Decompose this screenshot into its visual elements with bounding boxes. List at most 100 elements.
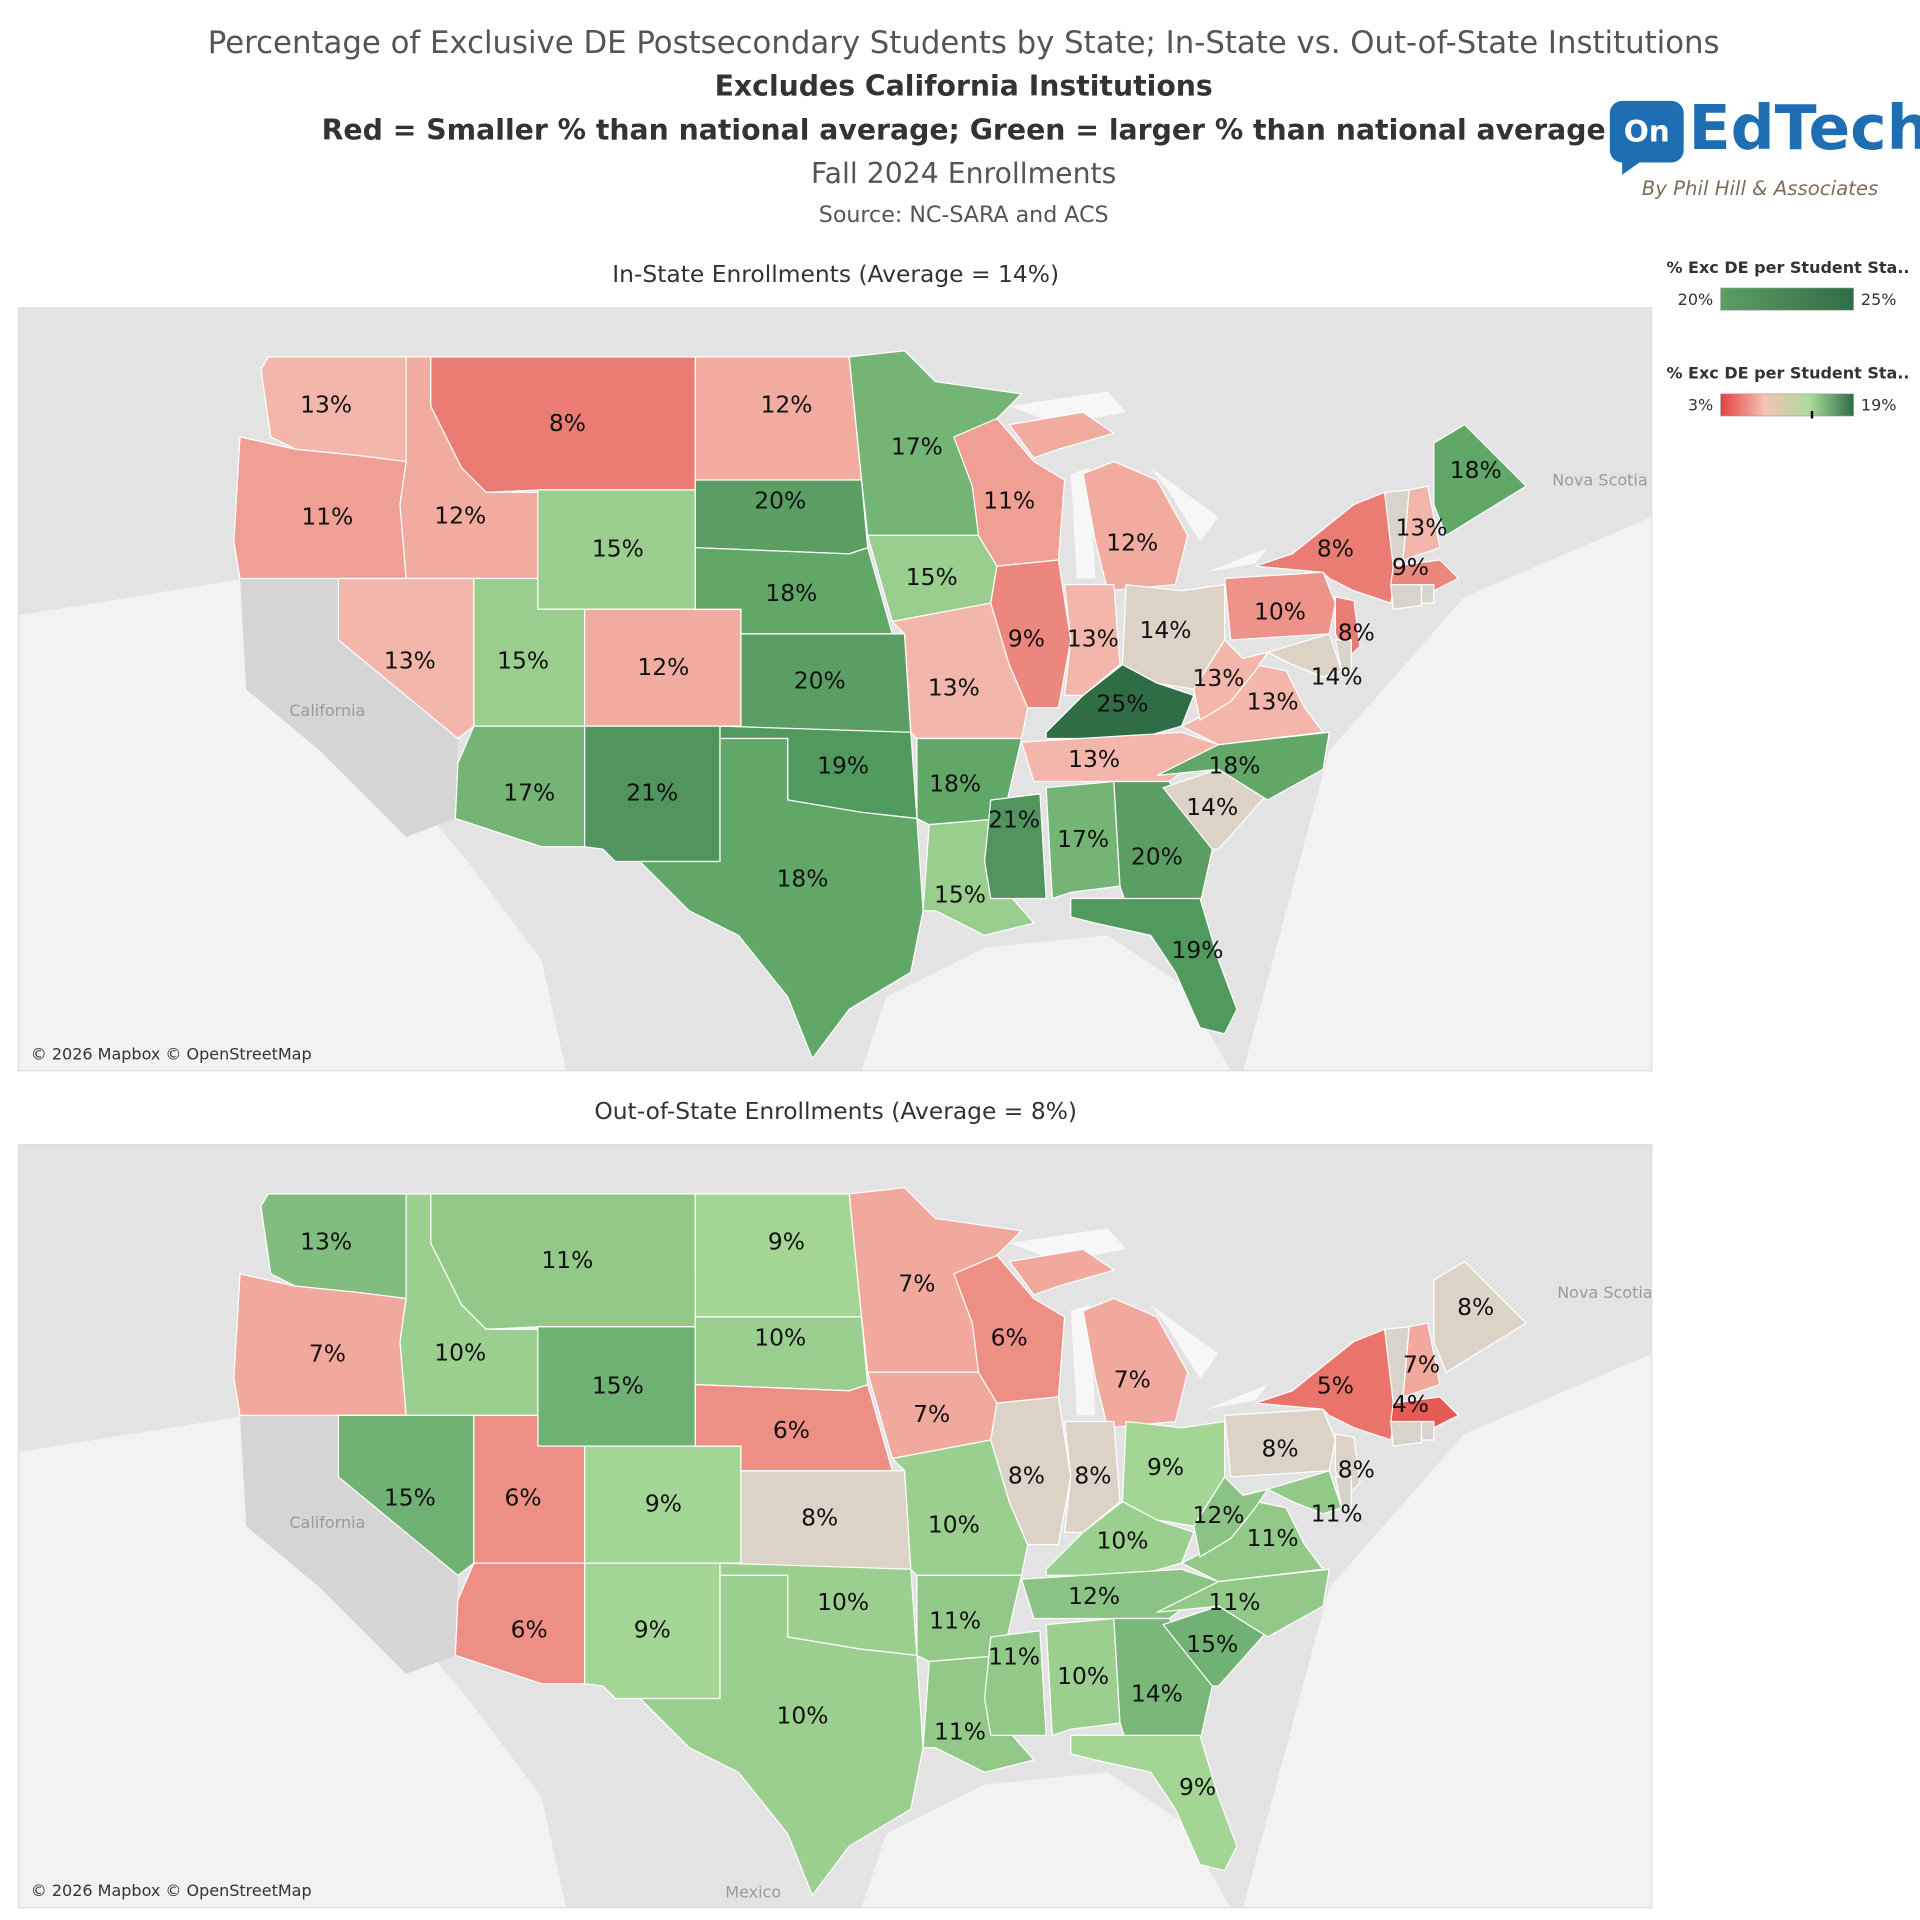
place-label: Nova Scotia	[1552, 471, 1647, 490]
state-value-label: 10%	[1254, 597, 1306, 625]
state-value-label: 13%	[384, 647, 436, 675]
place-label: California	[289, 701, 365, 720]
state-value-label: 6%	[773, 1416, 810, 1444]
legend-title: % Exc DE per Student Sta..	[1666, 364, 1909, 383]
state-region	[1045, 780, 1121, 900]
color-note: Red = Smaller % than national average; G…	[322, 114, 1606, 147]
state-value-label: 13%	[1247, 687, 1299, 715]
state-value-label: 8%	[1008, 1461, 1045, 1489]
logo-name: EdTech	[1689, 92, 1920, 164]
state-region	[1045, 1617, 1121, 1737]
state-value-label: 7%	[1114, 1365, 1151, 1393]
logo-bubble	[1609, 100, 1684, 175]
state-value-label: 11%	[1247, 1524, 1299, 1552]
state-value-label: 8%	[1317, 535, 1354, 563]
state-value-label: 18%	[765, 579, 817, 607]
state-value-label: 14%	[1311, 663, 1363, 691]
state-region	[1162, 1605, 1269, 1687]
title: Percentage of Exclusive DE Postsecondary…	[208, 25, 1720, 61]
state-value-label: 11%	[983, 487, 1035, 515]
state-value-label: 11%	[988, 1642, 1040, 1670]
state-value-label: 11%	[934, 1717, 986, 1745]
state-region	[1223, 571, 1337, 641]
state-value-label: 13%	[1396, 514, 1448, 542]
state-value-label: 15%	[1186, 1630, 1238, 1658]
state-value-label: 18%	[776, 865, 828, 893]
state-value-label: 9%	[1008, 624, 1045, 652]
state-value-label: 18%	[1208, 751, 1260, 779]
state-value-label: 8%	[549, 409, 586, 437]
legend-title: % Exc DE per Student Sta..	[1666, 258, 1909, 277]
state-value-label: 14%	[1131, 1679, 1183, 1707]
basemap-water	[18, 516, 1652, 1071]
state-region	[983, 793, 1047, 900]
state-value-label: 19%	[817, 751, 869, 779]
state-region	[638, 737, 924, 1060]
state-region	[1334, 1476, 1352, 1509]
map-frame	[17, 307, 1653, 1072]
state-value-label: 8%	[1338, 1455, 1375, 1483]
state-value-label: 13%	[1192, 664, 1244, 692]
state-value-label: 17%	[1057, 825, 1109, 853]
state-region	[1266, 1470, 1343, 1515]
state-value-label: 14%	[1140, 616, 1192, 644]
state-value-label: 19%	[1172, 936, 1224, 964]
state-region	[1162, 768, 1269, 850]
state-region	[337, 577, 475, 740]
state-region	[1193, 1475, 1270, 1558]
state-value-label: 11%	[929, 1607, 981, 1635]
state-value-label: 9%	[768, 1228, 805, 1256]
basemap-state-outside	[240, 578, 458, 837]
legend-bar	[1720, 287, 1854, 311]
state-region	[1402, 485, 1441, 561]
state-value-label: 12%	[760, 391, 812, 419]
state-value-label: 10%	[817, 1588, 869, 1616]
state-region	[1433, 423, 1528, 537]
state-value-label: 8%	[1457, 1293, 1494, 1321]
state-value-label: 6%	[505, 1484, 542, 1512]
state-value-label: 8%	[1261, 1434, 1298, 1462]
state-value-label: 8%	[801, 1503, 838, 1531]
attribution: © 2026 Mapbox © OpenStreetMap	[31, 1881, 312, 1900]
period: Fall 2024 Enrollments	[811, 157, 1116, 190]
state-region	[1390, 584, 1423, 610]
state-value-label: 15%	[592, 535, 644, 563]
state-value-label: 12%	[434, 501, 486, 529]
state-value-label: 12%	[1106, 528, 1158, 556]
great-lakes	[1009, 1228, 1268, 1416]
state-value-label: 9%	[645, 1490, 682, 1518]
state-region	[1070, 897, 1238, 1035]
state-value-label: 10%	[1096, 1527, 1148, 1555]
basemap-water	[18, 1353, 1652, 1908]
state-value-label: 8%	[1338, 618, 1375, 646]
state-value-label: 7%	[1403, 1351, 1440, 1379]
state-region	[990, 1396, 1072, 1546]
state-region	[1420, 584, 1435, 604]
state-region	[1334, 639, 1352, 672]
state-value-label: 20%	[794, 666, 846, 694]
state-value-label: 12%	[1192, 1501, 1244, 1529]
state-value-label: 18%	[1450, 456, 1502, 484]
state-value-label: 20%	[1131, 842, 1183, 870]
state-value-label: 17%	[891, 433, 943, 461]
state-region	[1390, 559, 1460, 592]
state-value-label: 4%	[1392, 1390, 1429, 1418]
state-value-label: 12%	[637, 653, 689, 681]
state-region	[1433, 1260, 1528, 1374]
state-value-label: 9%	[1179, 1773, 1216, 1801]
state-value-label: 15%	[934, 881, 986, 909]
logo: On EdTech By Phil Hill & Associates	[1609, 92, 1920, 200]
state-value-label: 8%	[1074, 1461, 1111, 1489]
place-label: Nova Scotia	[1557, 1283, 1652, 1302]
state-region	[1402, 1322, 1441, 1398]
state-region	[1070, 1734, 1238, 1872]
logo-byline: By Phil Hill & Associates	[1642, 177, 1879, 200]
state-value-label: 5%	[1317, 1372, 1354, 1400]
map-title: In-State Enrollments (Average = 14%)	[612, 260, 1059, 288]
state-value-label: 17%	[503, 778, 555, 806]
state-region	[1390, 1396, 1460, 1429]
state-value-label: 18%	[929, 770, 981, 798]
state-value-label: 10%	[928, 1511, 980, 1539]
